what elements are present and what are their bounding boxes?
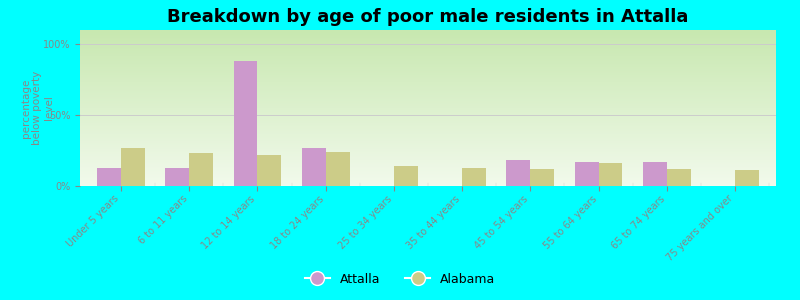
Bar [643,162,667,186]
Bar [166,168,189,186]
Bar [97,168,121,186]
Bar [302,148,326,186]
Y-axis label: percentage
below poverty
level: percentage below poverty level [21,71,54,145]
Bar [735,170,759,186]
Bar [121,148,145,186]
Bar [574,162,598,186]
Bar [598,163,622,186]
Bar [506,160,530,186]
Bar [462,168,486,186]
Title: Breakdown by age of poor male residents in Attalla: Breakdown by age of poor male residents … [167,8,689,26]
Bar [530,169,554,186]
Bar [234,61,258,186]
Bar [189,153,213,186]
Bar [326,152,350,186]
Bar [258,155,282,186]
Legend: Attalla, Alabama: Attalla, Alabama [300,268,500,291]
Bar [394,166,418,186]
Bar [667,169,690,186]
